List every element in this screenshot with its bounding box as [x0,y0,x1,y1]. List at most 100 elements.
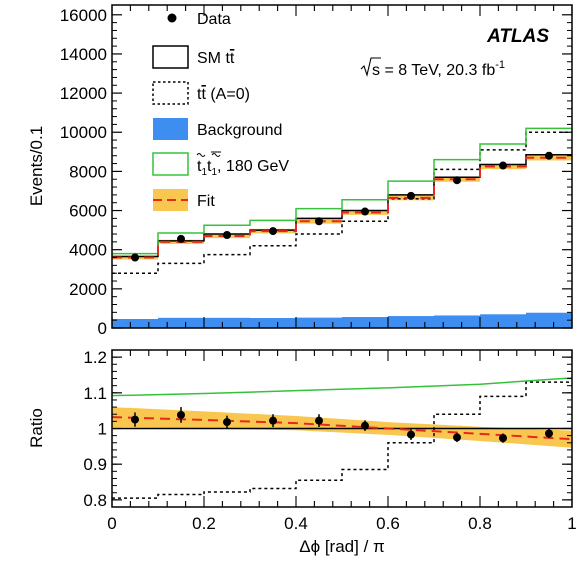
ratio-data-point [269,416,277,425]
data-point [361,207,369,216]
main-frame [111,4,573,329]
main-data-points [131,151,553,262]
data-point [545,151,553,160]
energy-text: s = 8 TeV, 20.3 fb-1 [372,59,505,79]
data-point [177,234,185,243]
series-fit [112,156,572,259]
x-tick-label: 1 [567,514,576,533]
x-tick-label: 0.4 [284,514,308,533]
legend-stop-t2: t [207,158,212,175]
legend-a0-suffix: (A=0) [206,86,250,103]
legend-stop-t1: t [197,158,202,175]
background-bar [342,317,388,328]
ratio-y-tick-label: 1.2 [83,348,107,367]
x-tick-label: 0 [107,514,116,533]
legend-stop-suffix: , 180 GeV [217,158,289,175]
ratio-data-point [545,429,553,438]
ratio-data-point [177,410,185,419]
energy-label: s = 8 TeV, 20.3 fb-1 [360,57,505,79]
ratio-data-point [407,430,415,439]
x-tick-label: 0.6 [376,514,400,533]
legend-a0-label: tt (A=0) [197,86,250,103]
background-bar [204,317,250,328]
legend-sm-text: SM t [197,50,230,67]
ratio-y-tick-label: 1.1 [83,384,107,403]
main-y-tick-label: 0 [98,319,107,338]
ratio-y-tick-label: 1 [98,420,107,439]
background-bar [250,318,296,328]
legend-a0-tbar: t [201,86,206,103]
legend-a0-swatch [152,81,189,105]
legend-stop-sub1: 1 [201,167,207,178]
legend-sm-label: SM tt [197,50,235,67]
ratio-fit-line [111,416,573,441]
ratio-y-tick-label: 0.9 [83,455,107,474]
legend-fit-label: Fit [197,193,215,210]
ratio-data-point [131,415,139,424]
main-y-tick-label: 14000 [60,45,107,64]
main-y-tick-label: 16000 [60,6,107,25]
legend-a0-t: t [197,86,202,103]
data-point [223,231,231,240]
legend-data-label: Data [197,11,231,28]
main-y-tick-label: 6000 [69,202,107,221]
legend-background-label: Background [197,122,282,139]
data-point [453,176,461,185]
main-y-tick-label: 8000 [69,162,107,181]
background-bar [526,312,572,328]
atlas-label: ATLAS [486,26,549,47]
main-axes: 0 2000 4000 6000 8000 10000 12000 14000 16000 [60,5,573,338]
legend-stop-swatch [152,152,189,176]
legend-sm-tbar: t [230,50,235,67]
background-bar [296,317,342,328]
ratio-data-point [499,434,507,443]
ratio-panel: 0.8 0.9 1 1.1 1.2 0 0.2 0.4 0.6 0.8 1 Ratio Δϕ [ra… [27,348,577,556]
main-series-lines [112,127,572,274]
data-point [499,161,507,170]
ratio-y-tick-label: 0.8 [83,491,107,510]
ratio-series-lines [111,377,573,499]
legend: Data SM tt tt (A=0) Background t1t1, 180… [152,11,289,211]
background-histogram [112,312,572,328]
background-bar [158,317,204,328]
x-tick-label: 0.2 [192,514,216,533]
x-axis-title: Δϕ [rad] / π [299,537,385,556]
background-bar [434,315,480,328]
ratio-stop-line [111,377,573,397]
background-bar [112,318,158,328]
ratio-frame [111,349,573,508]
energy-sup: -1 [495,59,505,71]
main-y-tick-label: 12000 [60,84,107,103]
background-bar [480,314,526,328]
series-t-t-180-gev [112,127,572,255]
data-point [315,217,323,226]
main-panel: 0 2000 4000 6000 8000 10000 12000 14000 16000 Ev… [27,4,573,338]
ratio-data-point [315,416,323,425]
ratio-series-a-0 [112,381,572,499]
energy-main: s = 8 TeV, 20.3 fb [372,62,495,79]
legend-stop-tilde-2 [211,153,221,157]
ratio-axes: 0.8 0.9 1 1.1 1.2 0 0.2 0.4 0.6 0.8 1 [83,348,576,533]
main-y-axis-title: Events/0.1 [27,126,46,206]
sqrt-sign [360,57,381,78]
data-point [407,191,415,200]
data-point [269,227,277,236]
legend-stop-label: t1t1, 180 GeV [197,158,289,178]
data-point [131,253,139,262]
main-y-tick-label: 10000 [60,123,107,142]
ratio-data-points [131,407,553,443]
ratio-y-axis-title: Ratio [27,408,46,448]
legend-stop-sub2: 1 [211,167,217,178]
main-y-tick-label: 2000 [69,280,107,299]
ratio-data-point [361,421,369,430]
main-y-tick-label: 4000 [69,241,107,260]
ratio-data-point [223,418,231,427]
legend-data-marker [167,13,177,23]
legend-stop-tilde-1 [196,153,206,157]
background-bar [388,316,434,328]
legend-background-swatch [153,118,188,140]
legend-sm-swatch [152,45,189,69]
x-tick-label: 0.8 [468,514,492,533]
